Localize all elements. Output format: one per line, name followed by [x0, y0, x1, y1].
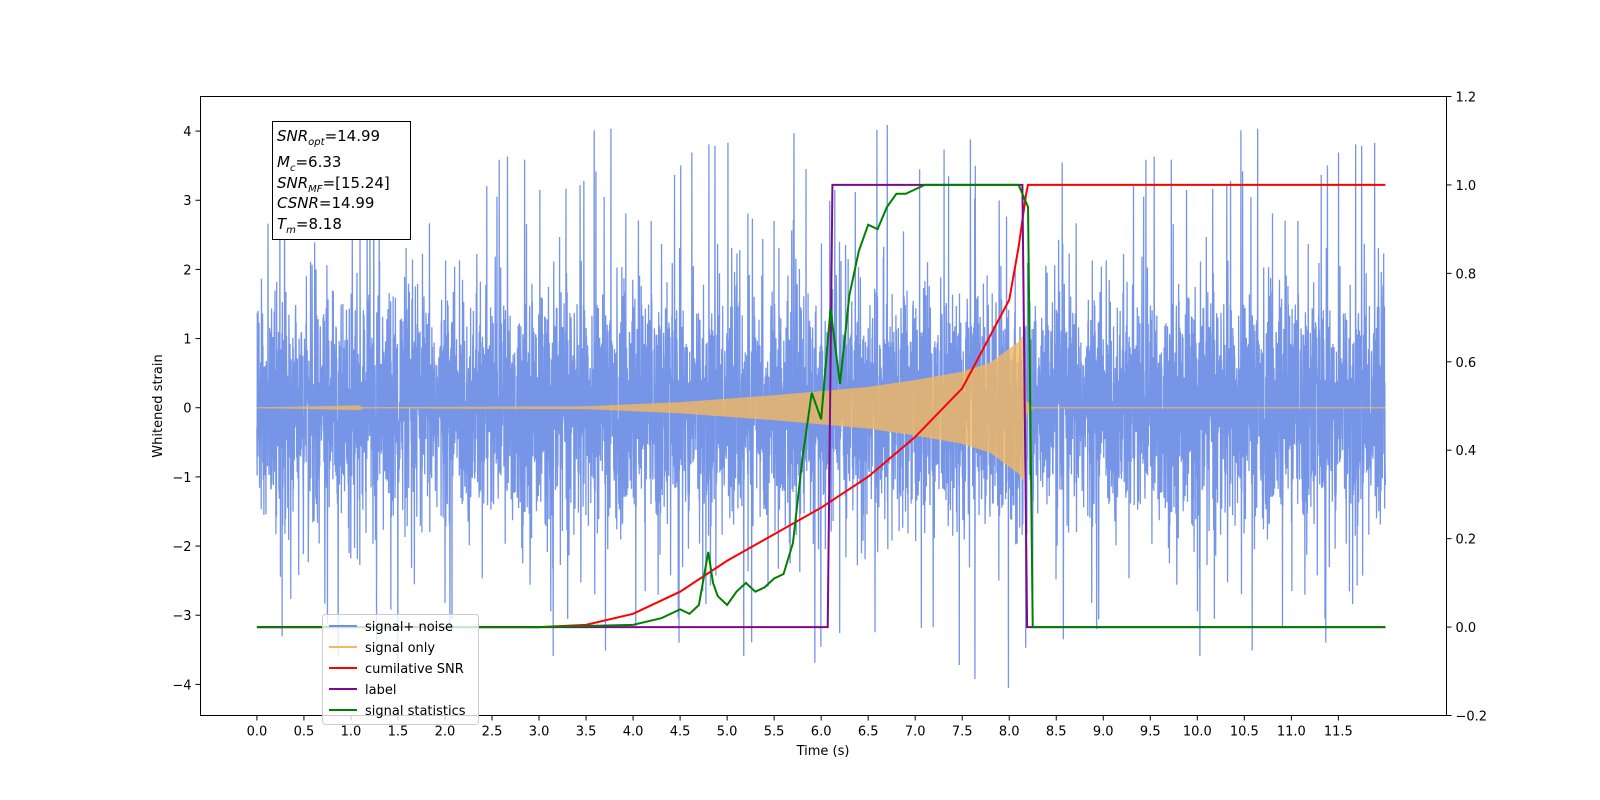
- x-tick-label: 4.0: [623, 725, 644, 740]
- annotation-line-mc: Mc=6.33: [277, 153, 341, 174]
- annotation-line-tm: Tm=8.18: [277, 215, 342, 236]
- x-tick-label: 6.0: [811, 725, 832, 740]
- series-signal-statistics: [256, 183, 1386, 629]
- annotation-line-csnr: CSNR=14.99: [277, 194, 374, 212]
- annotation-box: SNRopt=14.99 Mc=6.33 SNRMF=[15.24] CSNR=…: [272, 121, 411, 240]
- y-tick-label-right: 0.8: [1456, 267, 1477, 282]
- annotation-line-snr-mf: SNRMF=[15.24]: [277, 174, 390, 195]
- x-tick-label: 8.0: [999, 725, 1020, 740]
- y-tick-label-left: −2: [172, 540, 191, 555]
- x-tick-label: 7.0: [905, 725, 926, 740]
- tick-layer: 0.0 0.5 1.0 1.5 2.0 2.5 3.0 3.5 4.0 4.5 5.0 5.5 6.0 6…: [172, 91, 1487, 740]
- x-tick-label: 0.0: [247, 725, 268, 740]
- legend-label: cumilative SNR: [365, 662, 464, 677]
- x-axis-label: Time (s): [796, 744, 850, 759]
- legend-frame: [322, 614, 479, 725]
- x-tick-label: 11.5: [1324, 725, 1353, 740]
- legend-label: signal+ noise: [365, 620, 453, 635]
- x-tick-label: 5.0: [717, 725, 738, 740]
- y-tick-label-left: −3: [172, 609, 191, 624]
- y-tick-label-right: 0.4: [1456, 444, 1477, 459]
- y-tick-label-left: 0: [183, 402, 191, 417]
- y-axis-label-left: Whitened strain: [151, 354, 166, 457]
- y-tick-label-left: −1: [172, 471, 191, 486]
- y-tick-label-right: 0.2: [1456, 533, 1477, 548]
- x-tick-label: 3.0: [529, 725, 550, 740]
- x-tick-label: 8.5: [1046, 725, 1067, 740]
- y-tick-label-left: −4: [172, 678, 191, 693]
- x-tick-label: 11.0: [1277, 725, 1306, 740]
- y-tick-label-right: −0.2: [1456, 710, 1488, 725]
- x-tick-label: 2.5: [482, 725, 503, 740]
- series-label: [256, 183, 1386, 629]
- x-tick-label: 2.0: [435, 725, 456, 740]
- axes-frame: [200, 96, 1447, 716]
- legend-label: signal only: [365, 641, 435, 656]
- x-tick-label: 1.0: [341, 725, 362, 740]
- x-tick-label: 0.5: [294, 725, 315, 740]
- y-tick-label-left: 2: [183, 263, 191, 278]
- x-tick-label: 3.5: [576, 725, 597, 740]
- x-tick-label: 4.5: [670, 725, 691, 740]
- x-tick-label: 1.5: [388, 725, 409, 740]
- y-tick-label-right: 1.0: [1456, 179, 1477, 194]
- legend: signal+ noise signal only cumilative SNR la…: [322, 614, 479, 725]
- x-tick-label: 9.5: [1140, 725, 1161, 740]
- y-tick-label-right: 1.2: [1456, 91, 1477, 106]
- x-tick-label: 10.0: [1183, 725, 1212, 740]
- x-tick-label: 10.5: [1230, 725, 1259, 740]
- annotation-line-snr-opt: SNRopt=14.99: [277, 127, 380, 148]
- y-tick-label-right: 0.6: [1456, 356, 1477, 371]
- y-tick-label-left: 4: [183, 125, 191, 140]
- legend-label: label: [365, 683, 396, 698]
- x-tick-label: 9.0: [1093, 725, 1114, 740]
- y-tick-label-left: 1: [183, 333, 191, 348]
- x-tick-label: 7.5: [952, 725, 973, 740]
- y-tick-label-left: 3: [183, 194, 191, 209]
- legend-label: signal statistics: [365, 704, 466, 719]
- annotation-frame: [272, 121, 411, 240]
- y-tick-label-right: 0.0: [1456, 621, 1477, 636]
- series-signal-noise: [256, 125, 1387, 688]
- plot-area: [256, 125, 1387, 688]
- x-tick-label: 6.5: [858, 725, 879, 740]
- x-tick-label: 5.5: [764, 725, 785, 740]
